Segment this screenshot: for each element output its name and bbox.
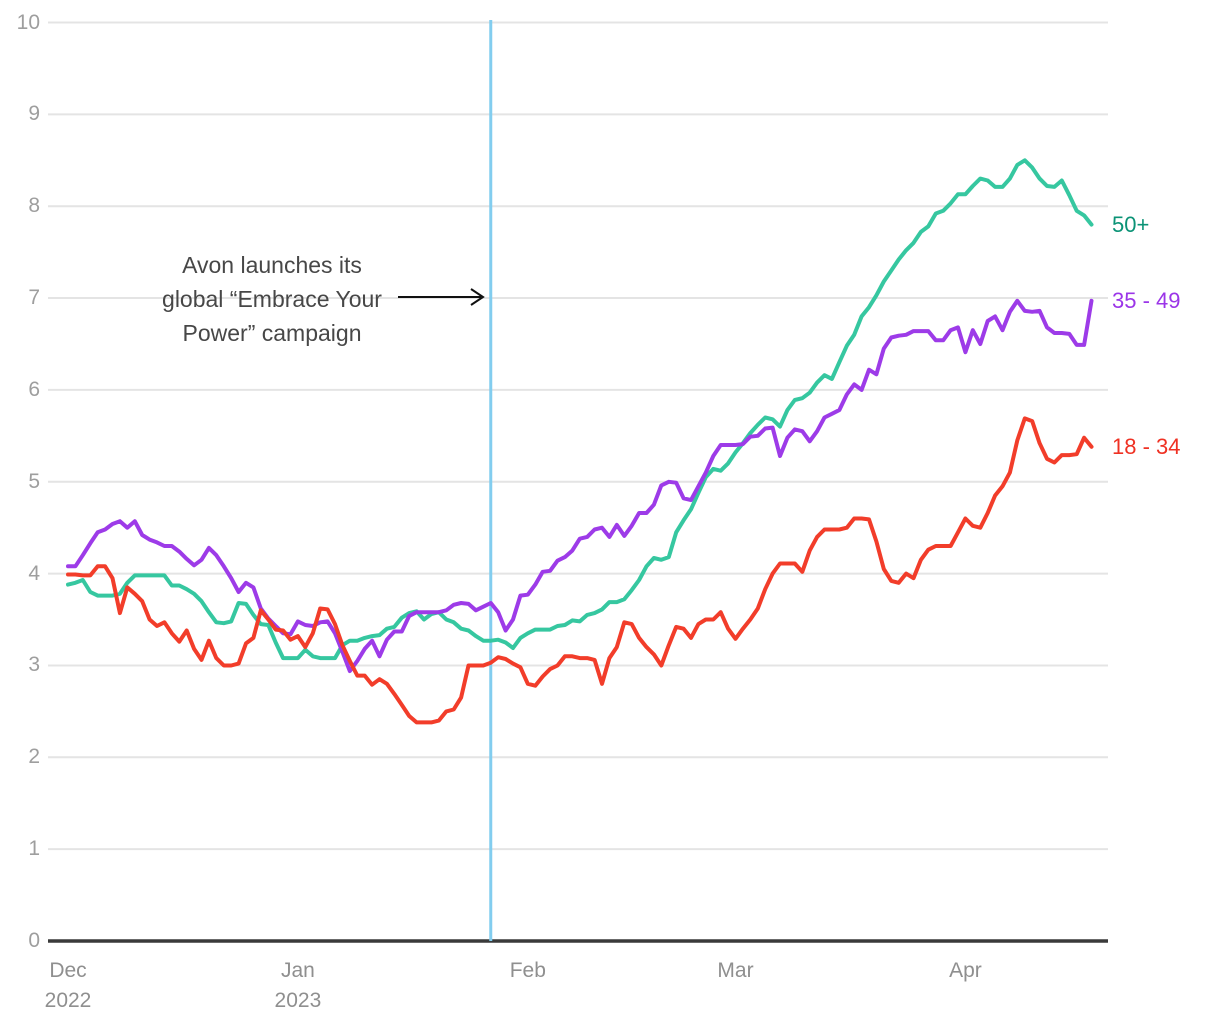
x-tick-label: Jan 2023: [238, 956, 358, 1016]
series-line-1834: [66, 416, 1094, 725]
x-tick-month: Jan: [280, 959, 315, 982]
x-tick-year: 2022: [44, 989, 92, 1012]
y-tick-label: 6: [28, 377, 40, 401]
y-tick-label: 7: [28, 286, 40, 310]
y-tick-label: 3: [28, 653, 40, 677]
y-tick-label: 9: [28, 102, 40, 126]
y-tick-label: 8: [28, 194, 40, 218]
series-label-50-plus: 50+: [1112, 211, 1150, 237]
x-tick-label: Feb: [468, 956, 588, 986]
x-tick-label: Mar: [676, 956, 796, 986]
annotation-line: Power” campaign: [182, 320, 362, 346]
y-tick-label: 1: [28, 837, 40, 861]
series-line-50+: [66, 158, 1094, 661]
annotation-line: Avon launches its: [182, 252, 362, 278]
y-tick-label: 0: [28, 929, 40, 952]
x-tick-month: Feb: [509, 959, 546, 982]
series-label-18-34: 18 - 34: [1112, 433, 1181, 459]
x-tick-label: Apr: [905, 956, 1025, 986]
y-tick-label: 5: [28, 469, 40, 493]
series-label-35-49: 35 - 49: [1112, 287, 1181, 313]
annotation-line: global “Embrace Your: [162, 286, 382, 312]
event-annotation: Avon launches its global “Embrace Your P…: [107, 248, 437, 350]
x-tick-month: Dec: [49, 959, 87, 982]
y-tick-label: 4: [28, 561, 40, 585]
y-tick-label: 2: [28, 745, 40, 769]
x-tick-month: Apr: [949, 959, 982, 982]
x-tick-year: 2023: [274, 989, 322, 1012]
arrow-head: [470, 288, 485, 306]
series-line-3549: [66, 298, 1094, 673]
x-tick-month: Mar: [717, 959, 754, 982]
y-tick-label: 10: [16, 10, 40, 34]
x-tick-label: Dec 2022: [8, 956, 128, 1016]
